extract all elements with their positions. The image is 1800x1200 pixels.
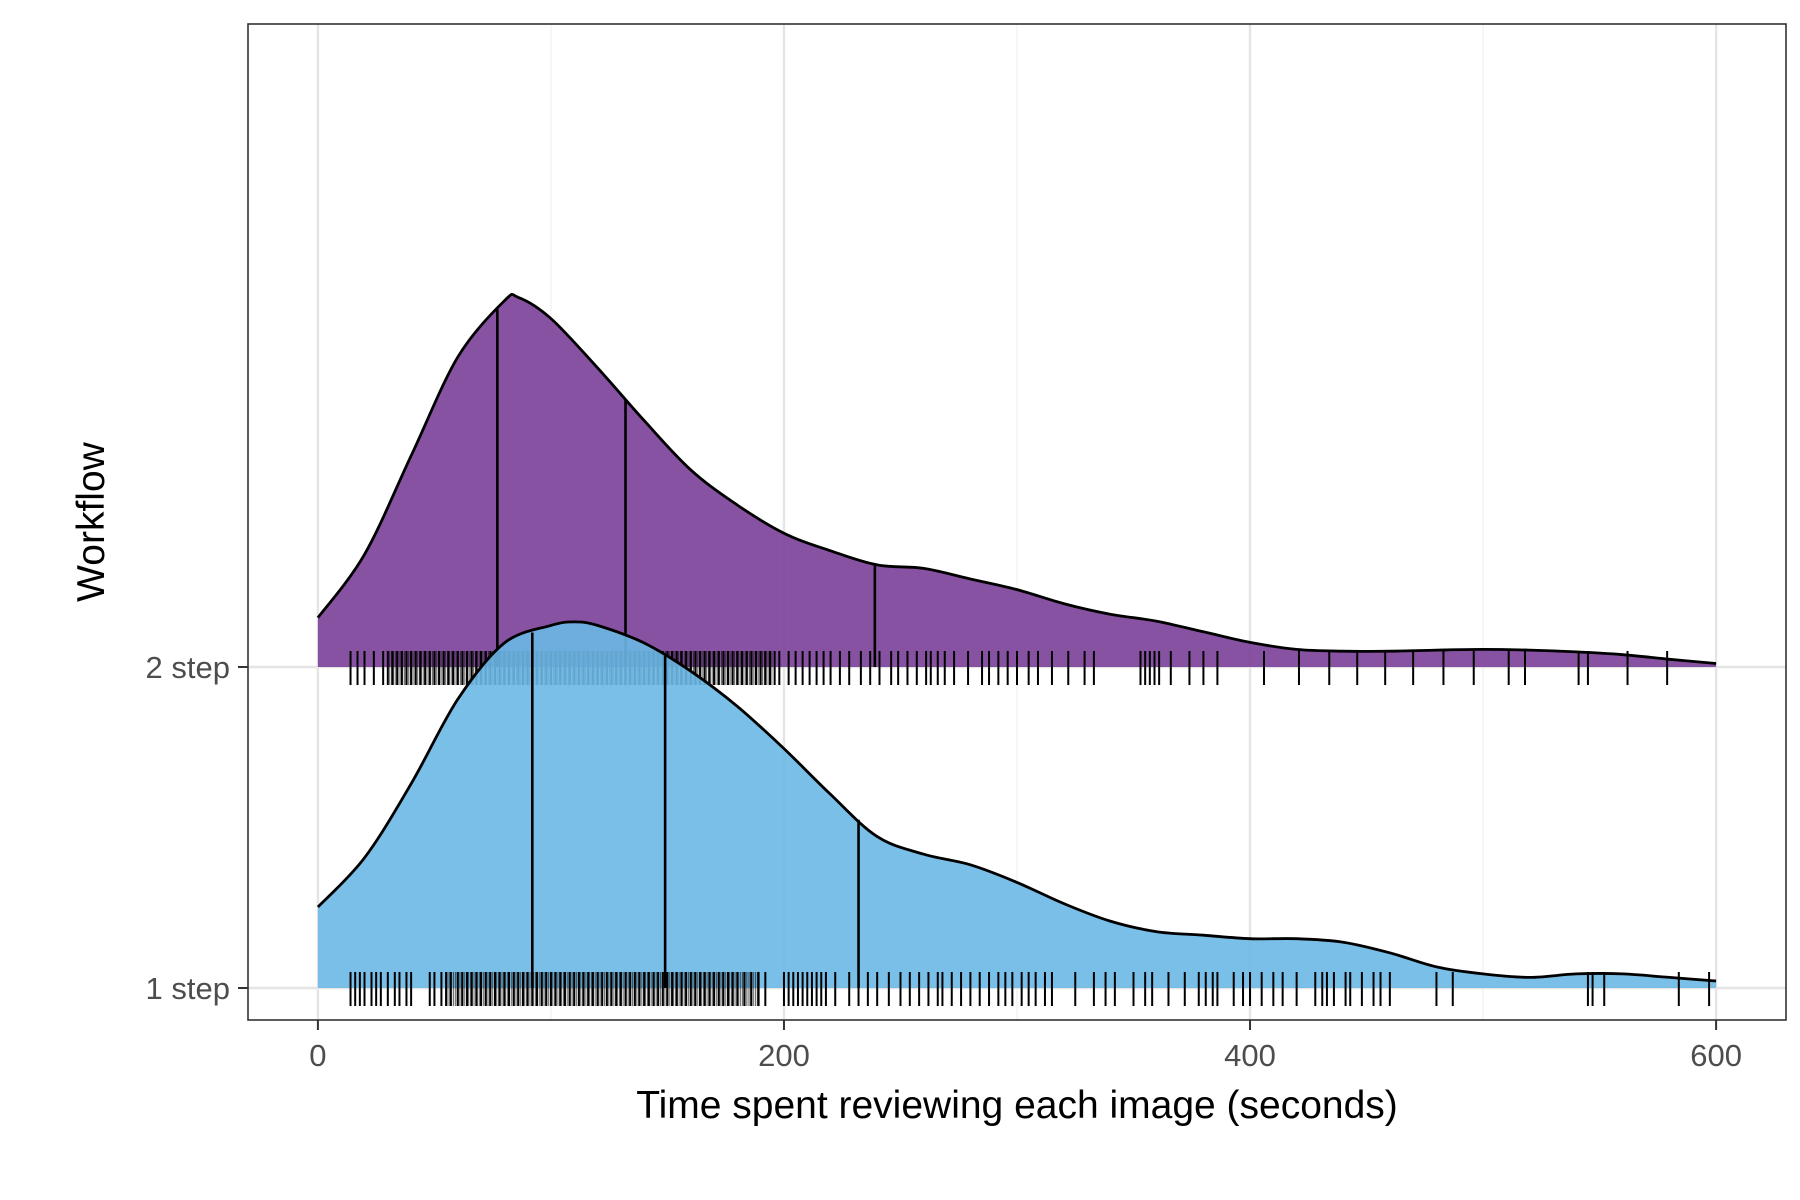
density-area-1-step <box>317 621 1717 988</box>
axes: 0 200 400 600 1 step 2 step <box>146 650 1742 1073</box>
density-outline-2-step <box>316 292 1717 665</box>
x-tick-label: 0 <box>309 1038 326 1073</box>
x-tick-label: 400 <box>1224 1038 1276 1073</box>
y-axis-title: Workflow <box>70 441 113 601</box>
x-tick-label: 600 <box>1690 1038 1742 1073</box>
rug-1-step <box>349 972 1711 1006</box>
x-axis-title: Time spent reviewing each image (seconds… <box>636 1084 1398 1127</box>
density-outline-1-step <box>316 620 1717 983</box>
y-tick-label: 1 step <box>146 971 230 1006</box>
panel-border <box>247 23 1787 1021</box>
x-tick-label: 200 <box>758 1038 810 1073</box>
density-area-2-step <box>317 294 1717 667</box>
series-1-step <box>316 620 1717 1006</box>
series-layer <box>316 292 1717 1006</box>
y-tick-label: 2 step <box>146 650 230 685</box>
